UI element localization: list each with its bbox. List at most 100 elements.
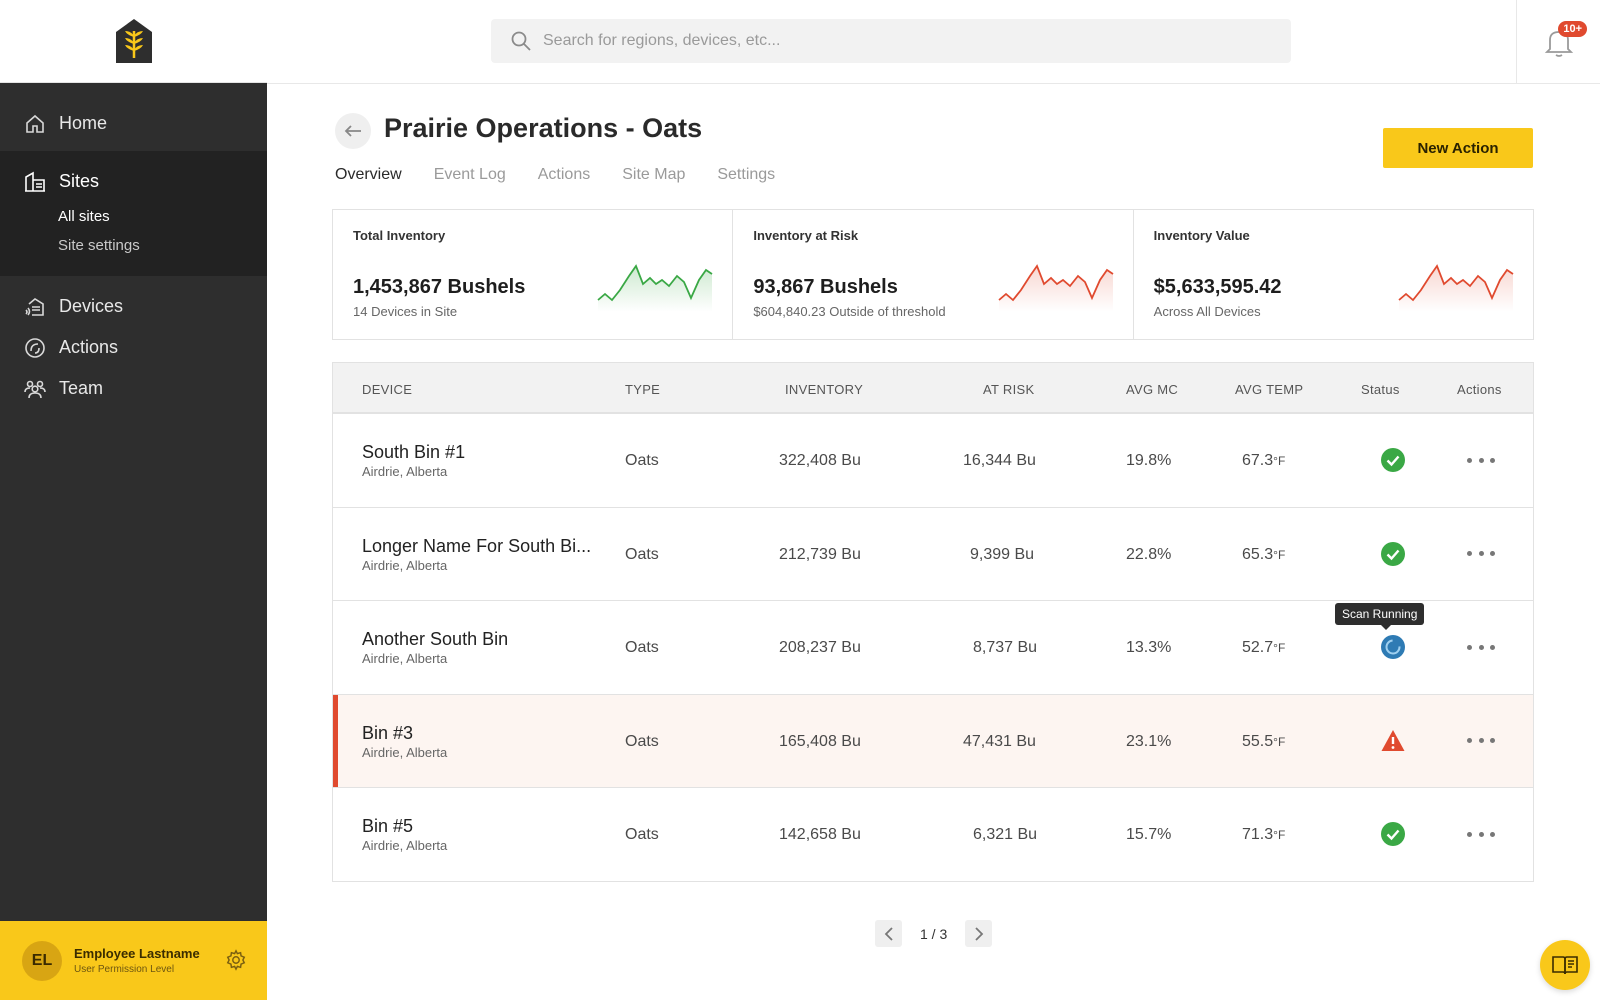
device-location: Airdrie, Alberta [362,651,448,666]
devices-table: DEVICE TYPE INVENTORY AT RISK AVG MC AVG… [332,362,1534,882]
card-value: 93,867 Bushels [753,276,898,298]
device-name[interactable]: Another South Bin [362,629,509,649]
device-name[interactable]: Longer Name For South Bi... [362,535,592,556]
team-icon [24,378,46,400]
more-options-button[interactable] [1467,450,1495,470]
nav-home-label: Home [59,113,108,133]
nav-team-label: Team [59,378,104,398]
col-avg-mc[interactable]: AVG MC [1126,382,1179,397]
nav-home[interactable]: Home [0,103,267,144]
nav-actions[interactable]: Actions [0,327,267,368]
user-info: Employee Lastname User Permission Level [74,946,200,975]
pagination: 1 / 3 [875,920,993,947]
table-row[interactable]: Another South Bin Airdrie, Alberta Oats … [333,601,1533,695]
notifications[interactable]: 10+ [1516,0,1600,84]
temp-value: 71.3 [1242,826,1274,843]
table-row[interactable]: Longer Name For South Bi... Airdrie, Alb… [333,508,1533,601]
page-indicator: 1 / 3 [920,925,948,942]
nav-team[interactable]: Team [0,368,267,409]
col-status: Status [1361,382,1400,397]
device-inventory: 322,408 Bu [779,452,861,469]
device-avg-temp: 71.3°F [1242,826,1285,844]
sparkline-red [1398,264,1514,312]
col-at-risk[interactable]: AT RISK [983,382,1035,397]
more-options-button[interactable] [1467,731,1495,751]
device-name[interactable]: Bin #3 [362,722,414,743]
sites-section: Sites All sites Site settings [0,151,267,276]
device-at-risk: 47,431 Bu [963,732,1036,750]
subnav-all-sites[interactable]: All sites [58,208,110,225]
check-circle-icon [1381,541,1405,566]
dot-icon [1478,457,1484,463]
temp-unit: °F [1273,734,1286,749]
table-row[interactable]: Bin #3 Airdrie, Alberta Oats 165,408 Bu … [333,694,1533,788]
card-subtext: Across All Devices [1153,304,1261,319]
card-label: Total Inventory [353,228,446,243]
card-label: Inventory at Risk [753,228,859,243]
dot-icon [1490,738,1495,743]
dot-icon [1478,551,1484,556]
device-type: Oats [625,732,659,750]
nav-sites[interactable]: Sites [0,161,267,202]
tab-event-log[interactable]: Event Log [433,166,506,183]
col-avg-temp[interactable]: AVG TEMP [1235,382,1304,397]
device-inventory: 142,658 Bu [779,826,861,843]
device-name[interactable]: Bin #5 [362,816,414,836]
more-options-button[interactable] [1467,637,1495,657]
device-avg-mc: 15.7% [1126,826,1172,843]
tab-actions[interactable]: Actions [537,166,591,183]
table-row[interactable]: South Bin #1 Airdrie, Alberta Oats 322,4… [333,414,1533,508]
col-device[interactable]: DEVICE [362,382,413,397]
device-avg-mc: 22.8% [1126,545,1172,563]
nav-devices[interactable]: Devices [0,286,267,327]
more-options-button[interactable] [1467,544,1495,564]
back-button[interactable] [335,113,371,149]
tab-settings[interactable]: Settings [717,166,776,183]
home-icon [24,113,46,135]
temp-unit: °F [1273,641,1286,655]
sidebar: Home Sites All sites Site settings Devic… [0,0,267,1000]
book-icon [1552,956,1578,975]
col-type[interactable]: TYPE [625,382,661,397]
actions-icon [24,337,46,359]
card-total-inventory: Total Inventory 1,453,867 Bushels 14 Dev… [333,210,734,339]
subnav-site-settings[interactable]: Site settings [58,237,140,254]
device-location: Airdrie, Alberta [362,838,448,853]
sparkline-green [597,264,713,312]
table-row[interactable]: Bin #5 Airdrie, Alberta Oats 142,658 Bu … [333,788,1533,882]
col-inventory[interactable]: INVENTORY [785,382,864,397]
status-tooltip: Scan Running [1335,603,1425,630]
sparkline-red [998,264,1114,312]
device-type: Oats [625,545,659,563]
device-name[interactable]: South Bin #1 [362,442,466,462]
notification-badge: 10+ [1558,21,1587,37]
search-bar[interactable] [491,19,1291,63]
next-page-button[interactable] [965,920,993,947]
nav-actions-label: Actions [59,337,119,357]
sites-icon [24,171,46,193]
dot-icon [1490,831,1495,837]
arrow-left-icon [344,125,361,137]
new-action-button[interactable]: New Action [1383,128,1533,168]
device-location: Airdrie, Alberta [362,557,448,573]
dot-icon [1478,831,1484,837]
dot-icon [1467,738,1472,743]
card-value: $5,633,595.42 [1153,276,1282,298]
search-input[interactable] [543,32,1243,50]
prev-page-button[interactable] [875,920,902,947]
card-value: 1,453,867 Bushels [353,276,526,298]
device-at-risk: 8,737 Bu [973,639,1038,656]
gear-icon[interactable] [225,949,247,971]
device-avg-temp: 52.7°F [1242,639,1285,657]
help-button[interactable] [1540,940,1590,990]
tab-site-map[interactable]: Site Map [622,166,686,183]
tab-overview[interactable]: Overview [335,166,402,183]
more-options-button[interactable] [1467,824,1495,844]
device-type: Oats [625,826,659,843]
avatar[interactable]: EL [22,940,62,981]
dot-icon [1490,644,1495,650]
logo-icon[interactable] [115,18,153,64]
chevron-left-icon [884,926,893,941]
check-circle-icon [1381,822,1405,846]
temp-value: 52.7 [1242,639,1274,656]
